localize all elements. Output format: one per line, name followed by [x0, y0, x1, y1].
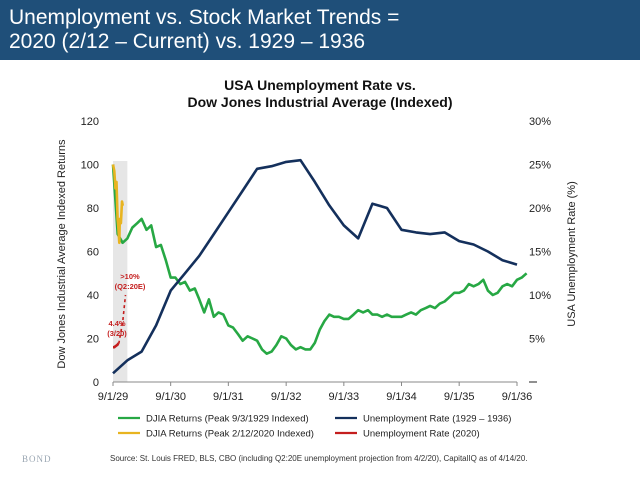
series-line — [118, 294, 127, 344]
series-layer — [111, 158, 528, 375]
y-left-tick-label: 40 — [87, 290, 99, 302]
annotation-projection-sub: (Q2:20E) — [115, 282, 146, 291]
axes: 0 20 40 60 80 100 120 5% 10% 15% 20% 25% 30% 9/1/29 9/… — [81, 116, 552, 403]
y-left-tick-label: 60 — [87, 247, 99, 259]
series-line — [111, 164, 528, 356]
y-right-tick-label: 5% — [529, 334, 545, 346]
y-left-tick-label: 100 — [81, 160, 99, 172]
slide-title-line-1: Unemployment vs. Stock Market Trends = — [9, 6, 400, 29]
y-right-tick-label: 30% — [529, 116, 551, 128]
y-left-tick-label: 120 — [81, 116, 99, 128]
legend: DJIA Returns (Peak 9/3/1929 Indexed) DJIA… — [118, 414, 511, 440]
y-right-tick-label: 10% — [529, 290, 551, 302]
legend-label: Unemployment Rate (2020) — [363, 429, 480, 440]
y-right-tick-label: 25% — [529, 160, 551, 172]
annotation-projection-value: >10% — [120, 272, 140, 281]
x-tick-label: 9/1/32 — [271, 391, 302, 403]
y-left-tick-label: 80 — [87, 203, 99, 215]
x-tick-label: 9/1/34 — [386, 391, 417, 403]
x-tick-label: 9/1/30 — [155, 391, 186, 403]
series-line — [112, 158, 518, 375]
legend-label: Unemployment Rate (1929 – 1936) — [363, 414, 511, 425]
y-left-tick-label: 20 — [87, 334, 99, 346]
x-tick-label: 9/1/36 — [502, 391, 533, 403]
slide-title-line-2: 2020 (2/12 – Current) vs. 1929 – 1936 — [9, 30, 366, 53]
x-tick-label: 9/1/31 — [213, 391, 244, 403]
annotation-current-sub: (3/20) — [107, 329, 127, 338]
chart-title-line-1: USA Unemployment Rate vs. — [224, 77, 416, 93]
chart-title-line-2: Dow Jones Industrial Average (Indexed) — [187, 94, 453, 110]
header-banner: Unemployment vs. Stock Market Trends = 2… — [0, 0, 640, 60]
brand-logo-text: BOND — [22, 454, 52, 464]
x-tick-label: 9/1/29 — [98, 391, 129, 403]
legend-label: DJIA Returns (Peak 9/3/1929 Indexed) — [146, 414, 309, 425]
source-note: Source: St. Louis FRED, BLS, CBO (includ… — [110, 454, 528, 463]
series-line — [113, 342, 120, 349]
legend-label: DJIA Returns (Peak 2/12/2020 Indexed) — [146, 429, 314, 440]
y-left-tick-label: 0 — [93, 377, 99, 389]
x-tick-label: 9/1/33 — [329, 391, 360, 403]
annotations: >10%(Q2:20E) 4.4%(3/20) — [107, 272, 146, 338]
annotation-current-value: 4.4% — [108, 319, 125, 328]
y-right-tick-label: 20% — [529, 203, 551, 215]
x-tick-label: 9/1/35 — [444, 391, 475, 403]
series-line — [111, 164, 125, 245]
y-right-tick-label: 15% — [529, 247, 551, 259]
